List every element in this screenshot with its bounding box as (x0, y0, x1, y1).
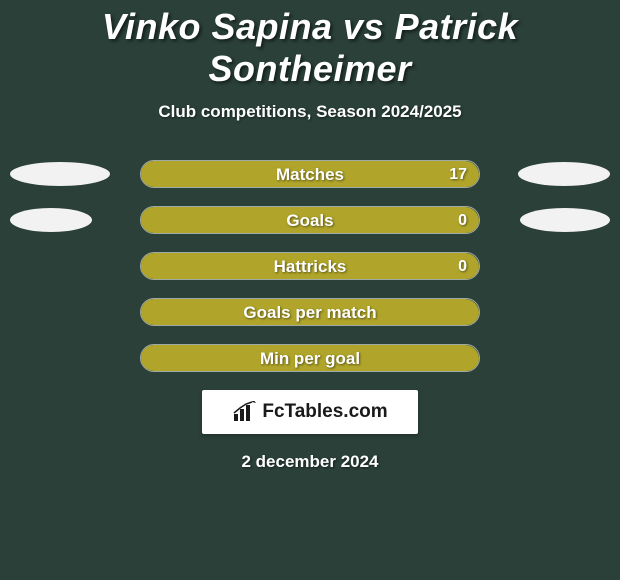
right-bubble (520, 208, 610, 232)
right-bubble (518, 162, 610, 186)
comparison-card: Vinko Sapina vs Patrick Sontheimer Club … (0, 0, 620, 472)
stat-row: Hattricks0 (0, 252, 620, 280)
stat-value-right: 0 (458, 253, 467, 280)
stat-bar: Matches17 (140, 160, 480, 188)
stat-bar-fill-right (141, 161, 479, 188)
stat-bar-fill-right (141, 345, 479, 372)
logo-card[interactable]: FcTables.com (202, 390, 418, 434)
stat-row: Goals0 (0, 206, 620, 234)
stat-bar-fill-right (141, 299, 479, 326)
stat-bar: Hattricks0 (140, 252, 480, 280)
stat-row: Matches17 (0, 160, 620, 188)
stat-bar: Goals per match (140, 298, 480, 326)
stat-bar-fill-right (141, 207, 479, 234)
date-text: 2 december 2024 (0, 452, 620, 472)
left-bubble (10, 162, 110, 186)
stats-rows: Matches17 Goals0 Hattricks0 Goals per match… (0, 160, 620, 372)
stat-row: Goals per match (0, 298, 620, 326)
page-title: Vinko Sapina vs Patrick Sontheimer (0, 0, 620, 90)
logo-text: FcTables.com (262, 401, 387, 423)
stat-value-right: 0 (458, 207, 467, 234)
stat-bar: Min per goal (140, 344, 480, 372)
left-bubble (10, 208, 92, 232)
stat-bar-fill-right (141, 253, 479, 280)
stat-row: Min per goal (0, 344, 620, 372)
subtitle: Club competitions, Season 2024/2025 (0, 102, 620, 122)
chart-bars-icon (232, 401, 258, 423)
stat-value-right: 17 (449, 161, 467, 188)
stat-bar: Goals0 (140, 206, 480, 234)
